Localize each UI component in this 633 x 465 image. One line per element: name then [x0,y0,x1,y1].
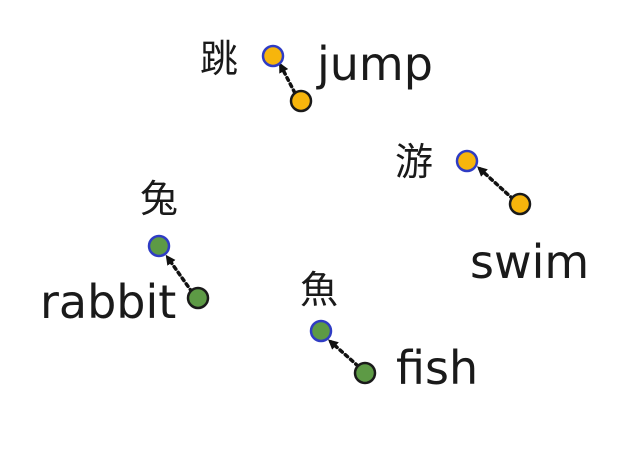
pair-rabbit: 兔 rabbit [40,177,210,329]
pair-jump: 跳 jump [200,37,433,113]
arrow-fish [328,339,360,368]
english-point-fish [353,361,377,385]
english-point-swim [508,192,532,216]
chinese-point-fish [309,319,333,343]
arrow-rabbit [165,254,194,294]
pair-swim: 游 swim [395,140,589,289]
chinese-point-swim [455,149,479,173]
chinese-label-swim: 游 [395,140,433,184]
english-point-jump [289,89,313,113]
english-label-jump: jump [316,37,433,91]
arrow-swim [477,166,515,201]
chinese-point-rabbit [147,234,171,258]
english-point-rabbit [186,286,210,310]
english-label-swim: swim [470,235,589,289]
chinese-point-jump [261,44,285,68]
chinese-label-rabbit: 兔 [140,177,178,221]
chinese-label-fish: 魚 [300,268,338,312]
english-label-rabbit: rabbit [40,275,176,329]
chinese-label-jump: 跳 [200,37,238,81]
english-label-fish: fish [396,341,478,395]
pair-fish: 魚 fish [300,268,478,395]
